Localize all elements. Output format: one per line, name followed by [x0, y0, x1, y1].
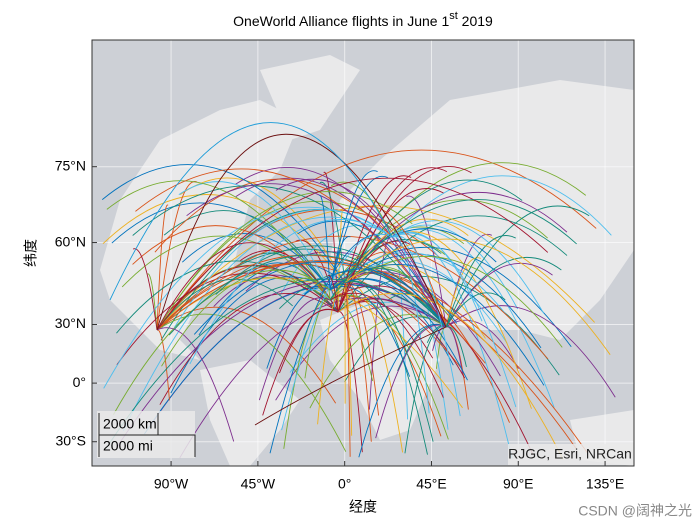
- scale-bar: 2000 km 2000 mi: [97, 411, 195, 458]
- basemap: [92, 40, 634, 466]
- x-tick-label: 45°E: [416, 476, 447, 492]
- x-tick-label: 0°: [338, 476, 351, 492]
- y-tick-label: 0°: [73, 374, 86, 390]
- y-axis-label: 纬度: [23, 239, 39, 267]
- watermark: CSDN @阔神之光: [578, 503, 692, 519]
- y-tick-label: 30°S: [55, 432, 86, 448]
- attribution: RJGC, Esri, NRCan: [508, 446, 632, 462]
- y-tick-label: 60°N: [55, 233, 86, 249]
- x-tick-label: 90°E: [503, 476, 534, 492]
- x-tick-label: 45°W: [241, 476, 276, 492]
- x-axis-label: 经度: [349, 499, 377, 515]
- scale-mi: 2000 mi: [103, 438, 153, 454]
- y-tick-label: 75°N: [55, 157, 86, 173]
- y-tick-label: 30°N: [55, 315, 86, 331]
- scale-km: 2000 km: [103, 416, 157, 432]
- x-tick-label: 90°W: [154, 476, 189, 492]
- x-tick-label: 135°E: [586, 476, 624, 492]
